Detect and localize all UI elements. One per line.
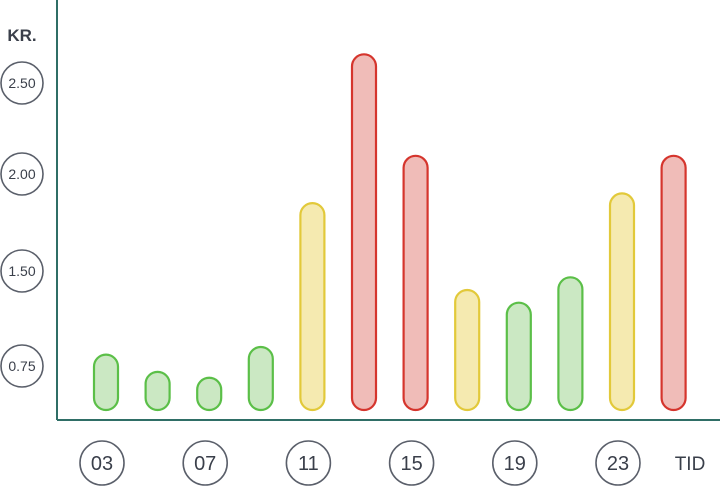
x-axis-ticks: 03 07 11 15 19 23 (79, 440, 641, 486)
x-tick-label: 15 (400, 453, 422, 475)
bar-4 (247, 345, 274, 412)
x-tick-3: 11 (285, 440, 332, 486)
bar-2 (144, 370, 171, 412)
y-tick-4: 2.50 (0, 61, 44, 105)
x-tick-label: 19 (504, 453, 526, 475)
y-axis-ticks: 0.75 1.50 2.00 2.50 (0, 61, 44, 388)
y-tick-2: 1.50 (0, 249, 44, 293)
bar-8 (454, 288, 481, 412)
bar-1 (92, 353, 120, 412)
x-tick-2: 07 (182, 440, 228, 486)
y-tick-label: 0.75 (8, 358, 35, 374)
y-tick-1: 0.75 (0, 344, 44, 388)
bar-12 (660, 154, 687, 412)
x-tick-5: 19 (491, 440, 538, 486)
x-tick-4: 15 (388, 440, 435, 486)
x-tick-6: 23 (595, 440, 641, 486)
x-tick-label: 23 (607, 453, 629, 475)
y-tick-label: 2.00 (8, 166, 35, 182)
y-tick-3: 2.00 (0, 152, 44, 196)
bar-6 (350, 53, 378, 412)
bar-7 (402, 154, 429, 412)
bar-11 (608, 192, 636, 412)
x-tick-1: 03 (79, 440, 125, 486)
bar-10 (557, 276, 584, 412)
y-tick-label: 2.50 (8, 75, 35, 91)
bar-3 (196, 376, 223, 412)
x-tick-label: 11 (298, 453, 319, 475)
bar-9 (505, 301, 532, 412)
x-tick-label: 03 (91, 453, 113, 475)
y-tick-label: 1.50 (8, 263, 35, 279)
y-axis-unit-label: KR. (7, 26, 36, 45)
x-axis-unit-label: TID (675, 454, 706, 475)
bar-5 (299, 202, 326, 412)
x-tick-label: 07 (194, 453, 216, 475)
bar-series (92, 53, 687, 412)
